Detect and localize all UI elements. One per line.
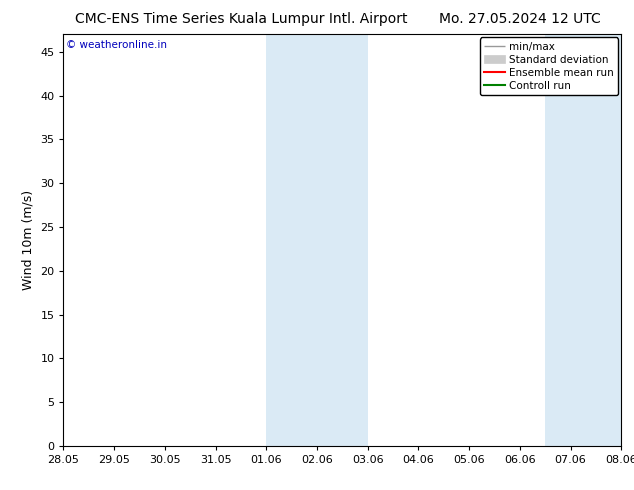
- Text: CMC-ENS Time Series Kuala Lumpur Intl. Airport: CMC-ENS Time Series Kuala Lumpur Intl. A…: [75, 12, 407, 26]
- Legend: min/max, Standard deviation, Ensemble mean run, Controll run: min/max, Standard deviation, Ensemble me…: [480, 37, 618, 95]
- Bar: [266, 34, 368, 446]
- Text: Mo. 27.05.2024 12 UTC: Mo. 27.05.2024 12 UTC: [439, 12, 601, 26]
- Y-axis label: Wind 10m (m/s): Wind 10m (m/s): [22, 190, 35, 290]
- Bar: [545, 34, 621, 446]
- Text: © weatheronline.in: © weatheronline.in: [66, 41, 167, 50]
